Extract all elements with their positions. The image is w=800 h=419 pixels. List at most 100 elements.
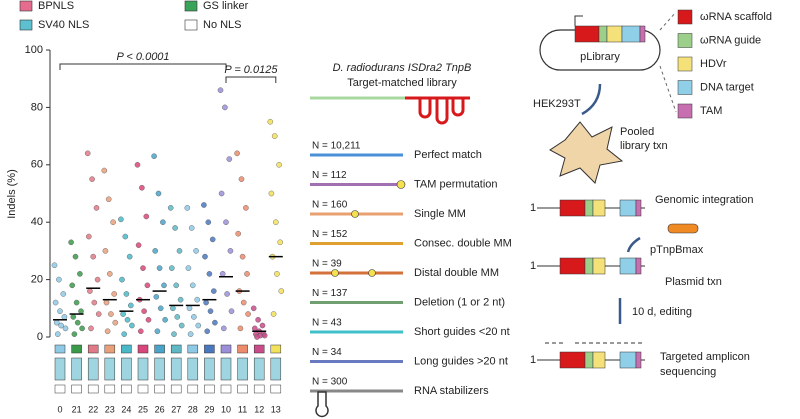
data-point [123, 291, 130, 297]
data-point [90, 253, 96, 260]
row-label: TAM permutation [414, 178, 498, 190]
row-label: Single MM [414, 208, 466, 220]
data-point [178, 322, 185, 329]
sequencing-part [559, 351, 586, 369]
data-point [68, 239, 74, 246]
data-point [244, 271, 250, 277]
sequencing-part [619, 351, 637, 369]
construct-box [154, 344, 165, 354]
data-point [226, 156, 233, 162]
plasmid-part [639, 25, 646, 43]
construct-box [71, 344, 82, 354]
x-tick-label: 25 [138, 404, 148, 414]
data-point [126, 253, 133, 260]
plasmid-txn-part [635, 257, 642, 275]
data-point [141, 308, 147, 314]
data-point [191, 314, 197, 320]
data-point [102, 248, 109, 254]
data-point [154, 328, 161, 335]
data-point [223, 219, 229, 225]
x-tick-label: 10 [221, 404, 231, 414]
cell-label: HEK293T [533, 98, 581, 110]
promoter [574, 15, 583, 26]
plasmid-txn-label: Plasmid txn [665, 276, 722, 288]
construct-box [154, 357, 165, 381]
construct-box [104, 357, 116, 381]
construct-box [170, 384, 182, 394]
editing-label: 10 d, editing [632, 306, 692, 318]
construct-box [121, 344, 132, 354]
data-point [91, 299, 98, 306]
annotation: P < 0.0001 [116, 51, 169, 63]
data-point [162, 316, 168, 323]
construct-box [237, 384, 248, 394]
plasmid-part [606, 25, 623, 43]
data-point [152, 248, 158, 254]
data-point [145, 316, 152, 323]
data-point [101, 167, 108, 174]
data-point [153, 294, 160, 300]
row-count: N = 160 [312, 200, 348, 211]
data-point [202, 253, 208, 260]
legend-label: ωRNA guide [700, 34, 761, 46]
data-point [207, 308, 214, 314]
construct-box [87, 344, 99, 354]
row-label: RNA stabilizers [414, 385, 489, 397]
y-tick-label: 60 [31, 159, 43, 171]
data-point [151, 153, 157, 159]
construct-box [204, 384, 215, 394]
plasmid-part [574, 25, 600, 43]
data-point [243, 205, 249, 211]
x-tick-label: 13 [271, 404, 281, 414]
data-point [217, 87, 224, 93]
sequencing-part [592, 351, 606, 369]
dash [659, 11, 677, 113]
legend-label: No NLS [203, 19, 242, 31]
data-point [261, 332, 268, 339]
data-point [84, 150, 91, 157]
data-point [73, 299, 80, 306]
data-point [239, 253, 246, 260]
sequencing-part [584, 351, 594, 369]
data-point [268, 190, 275, 197]
y-tick-label: 80 [31, 101, 43, 113]
data-point [62, 325, 69, 332]
construct-box [220, 344, 232, 354]
data-point [57, 308, 63, 314]
data-point [167, 205, 174, 211]
data-point [105, 196, 112, 203]
annotation: P = 0.0125 [224, 64, 278, 76]
legend-label: TAM [700, 105, 722, 117]
data-point [121, 331, 127, 337]
row-label: Distal double MM [414, 267, 499, 279]
plasmid-label: pLibrary [580, 51, 620, 63]
legend-swatch [184, 19, 198, 31]
construct-box [54, 344, 66, 354]
construct-box [270, 357, 282, 381]
data-point [267, 118, 274, 125]
data-point [69, 282, 75, 289]
row-count: N = 152 [312, 229, 348, 240]
data-point [250, 305, 257, 312]
construct-box [121, 357, 132, 381]
construct-box [121, 384, 132, 394]
data-point [205, 219, 212, 225]
construct-box [204, 344, 215, 354]
data-point [157, 305, 164, 312]
integration-part [592, 199, 606, 217]
legend-label: SV40 NLS [38, 19, 89, 31]
data-point [173, 282, 179, 289]
data-point [89, 176, 95, 182]
data-point [227, 248, 234, 254]
library-subtitle: Target-matched library [347, 77, 457, 89]
arrow [581, 83, 602, 116]
row-label: Consec. double MM [414, 237, 512, 249]
data-point [234, 150, 240, 157]
integration-part [584, 199, 594, 217]
data-point [139, 184, 145, 191]
data-point [95, 311, 102, 317]
row-count: N = 10,211 [312, 141, 361, 152]
legend-swatch [19, 19, 33, 31]
data-point [188, 225, 195, 231]
data-point [235, 230, 241, 237]
